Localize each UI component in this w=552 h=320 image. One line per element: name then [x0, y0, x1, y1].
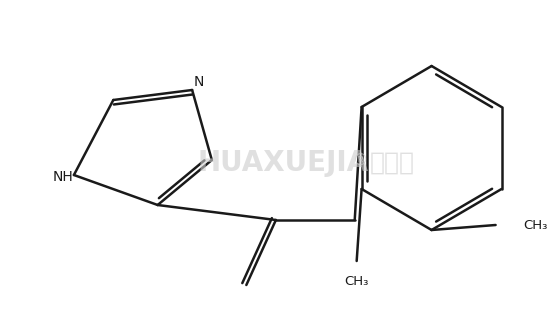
Text: 化学加: 化学加 — [369, 151, 415, 175]
Text: NH: NH — [52, 170, 73, 184]
Text: N: N — [194, 75, 204, 89]
Text: CH₃: CH₃ — [523, 219, 548, 231]
Text: CH₃: CH₃ — [344, 275, 369, 288]
Text: ®: ® — [353, 153, 368, 167]
Text: HUAXUEJIA: HUAXUEJIA — [197, 149, 368, 177]
